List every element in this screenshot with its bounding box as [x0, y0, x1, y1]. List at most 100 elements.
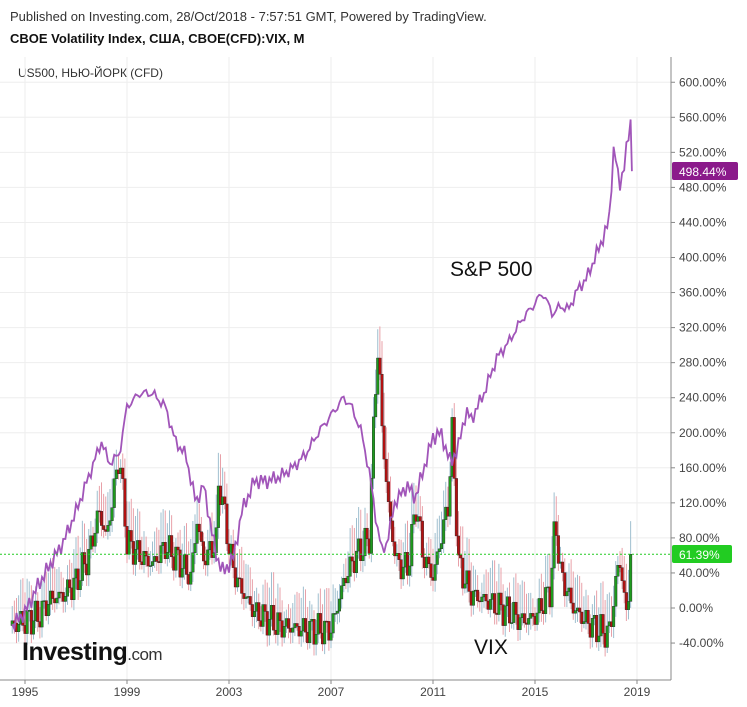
- y-tick-label: 520.00%: [679, 145, 727, 159]
- y-tick-label: 440.00%: [679, 215, 727, 229]
- vix-candle: [53, 566, 57, 613]
- vix-candle: [233, 547, 237, 595]
- vix-candle: [184, 523, 188, 584]
- vix-candle: [176, 532, 180, 556]
- vix-candle: [329, 601, 333, 649]
- vix-candle: [210, 512, 214, 565]
- vix-candle: [463, 550, 467, 594]
- vix-candle: [282, 611, 286, 644]
- y-tick-label: 0.00%: [679, 601, 713, 615]
- vix-annotation: VIX: [474, 636, 508, 659]
- vix-candle: [597, 607, 601, 651]
- vix-candle: [248, 567, 252, 611]
- vix-candle: [437, 515, 441, 559]
- vix-candle: [459, 526, 463, 569]
- vix-candle: [391, 500, 395, 547]
- vix-candle: [206, 529, 210, 577]
- vix-candle: [263, 579, 267, 622]
- vix-candle: [280, 600, 284, 647]
- vix-candle: [133, 516, 137, 576]
- vix-candle: [576, 574, 580, 622]
- vix-candle: [471, 565, 475, 615]
- vix-candle: [461, 526, 465, 596]
- y-tick-label: 200.00%: [679, 426, 727, 440]
- vix-candle: [25, 578, 29, 645]
- vix-candle: [503, 590, 507, 637]
- vix-candle: [240, 546, 244, 605]
- vix-candle: [586, 595, 590, 635]
- vix-candle: [76, 535, 80, 600]
- vix-candle: [554, 496, 558, 546]
- vix-candle: [257, 593, 261, 630]
- vix-candle: [87, 528, 91, 587]
- vix-candle: [163, 510, 167, 564]
- vix-candle: [376, 329, 380, 404]
- vix-candle: [261, 584, 265, 635]
- vix-candle: [416, 491, 420, 529]
- vix-candle: [482, 574, 486, 608]
- sp500-line: [11, 119, 633, 633]
- vix-candle: [110, 478, 114, 533]
- vix-candle: [378, 326, 382, 381]
- chart-grid: [0, 57, 671, 680]
- vix-candle: [63, 587, 67, 613]
- vix-candle: [327, 588, 331, 651]
- vix-candle: [427, 537, 431, 569]
- vix-candle: [276, 583, 280, 646]
- vix-candle: [372, 396, 376, 490]
- vix-candle: [314, 619, 318, 656]
- vix-candle: [146, 547, 150, 578]
- vix-candle: [582, 596, 586, 629]
- vix-candle: [68, 559, 72, 593]
- vix-candle: [612, 585, 616, 639]
- vix-candle: [348, 528, 352, 588]
- vix-candle: [578, 576, 582, 623]
- vix-candle: [397, 538, 401, 572]
- vix-candle: [199, 516, 203, 547]
- vix-candle: [80, 520, 84, 586]
- vix-candle: [102, 493, 106, 538]
- vix-candle: [374, 369, 378, 429]
- y-tick-label: 320.00%: [679, 321, 727, 335]
- vix-candle: [189, 538, 193, 592]
- vix-candle: [605, 594, 609, 653]
- vix-candle: [318, 588, 322, 639]
- vix-candle: [622, 556, 626, 604]
- vix-candle: [508, 582, 512, 633]
- vix-candle: [267, 587, 271, 646]
- vix-candle: [244, 563, 248, 609]
- investing-logo[interactable]: Investing.com: [22, 638, 163, 666]
- vix-candle: [399, 539, 403, 589]
- published-caption: Published on Investing.com, 28/Oct/2018 …: [10, 9, 487, 24]
- vix-candle: [556, 515, 560, 571]
- vix-candle: [180, 543, 184, 589]
- vix-candle: [312, 610, 316, 656]
- vix-candle: [197, 503, 201, 540]
- instrument-title: CBOE Volatility Index, США, CBOE(CFD):VI…: [10, 31, 305, 46]
- vix-candle: [346, 551, 350, 593]
- vix-candle: [99, 482, 103, 537]
- vix-candle: [525, 593, 529, 633]
- vix-candle: [252, 590, 256, 629]
- vix-candle: [363, 507, 367, 567]
- last-vix-badge: 61.39%: [672, 545, 732, 563]
- vix-candle: [333, 588, 337, 622]
- vix-candle: [93, 518, 97, 554]
- y-axis-ticks: 600.00% 560.00% 520.00% 480.00% 440.00% 400.0…: [671, 75, 727, 650]
- vix-candle: [595, 590, 599, 648]
- vix-candle: [386, 452, 390, 513]
- vix-candle: [165, 523, 169, 567]
- vix-candle: [629, 521, 633, 608]
- vix-candle: [32, 600, 36, 640]
- vix-candle: [340, 576, 344, 609]
- vix-candle: [57, 567, 61, 605]
- vix-candle: [493, 560, 497, 625]
- vix-candle: [304, 589, 308, 643]
- vix-candle: [454, 458, 458, 547]
- y-tick-label: 280.00%: [679, 356, 727, 370]
- vix-candle: [242, 560, 246, 610]
- vix-candle: [174, 538, 178, 578]
- vix-candle: [148, 551, 152, 576]
- vix-candle: [323, 589, 327, 655]
